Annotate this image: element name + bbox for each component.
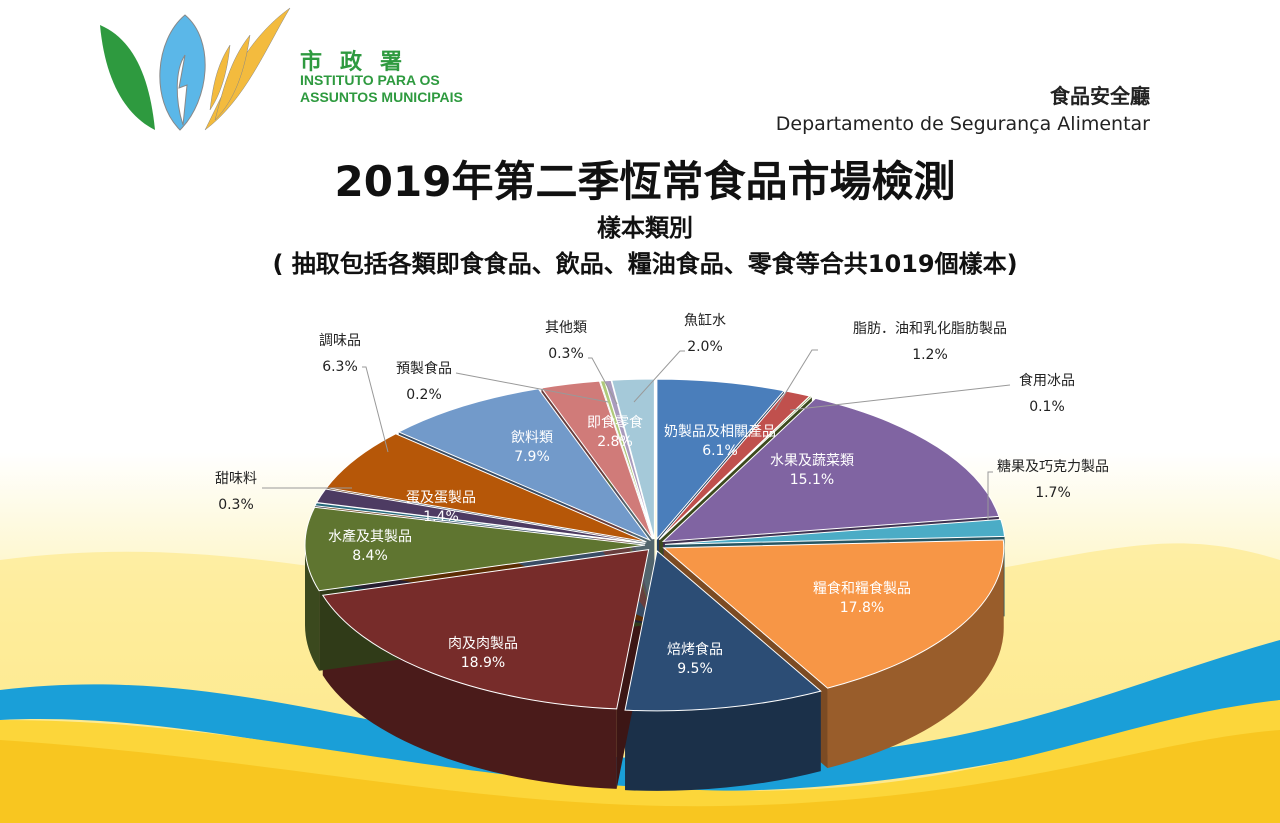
slice-value: 6.1% xyxy=(702,443,738,459)
data-label-14: 預製食品 0.2% xyxy=(396,356,452,408)
slice-label: 焙烤食品 xyxy=(667,642,723,658)
slice-value: 0.1% xyxy=(1029,399,1065,415)
slice-label: 飲料類 xyxy=(511,430,553,446)
chart-title: 2019年第二季恆常食品市場檢測 xyxy=(334,157,956,206)
slice-label: 甜味料 xyxy=(215,471,257,487)
pie-tops xyxy=(304,378,1006,712)
department-name: 食品安全廳 Departamento de Segurança Alimenta… xyxy=(776,80,1150,135)
data-label-4: 糖果及巧克力製品 1.7% xyxy=(997,454,1109,506)
slice-label: 魚缸水 xyxy=(684,313,726,329)
data-label-8: 水產及其製品 8.4% xyxy=(328,528,412,566)
slice-value: 1.2% xyxy=(912,347,948,363)
slice-label: 肉及肉製品 xyxy=(448,636,518,652)
leader-lines xyxy=(262,349,1011,520)
slice-label: 調味品 xyxy=(319,333,361,349)
slice-label: 其他類 xyxy=(545,320,587,336)
slice-value: 0.3% xyxy=(548,346,584,362)
department-pt: Departamento de Segurança Alimentar xyxy=(775,113,1150,135)
slice-value: 17.8% xyxy=(839,600,885,616)
slice-3 xyxy=(661,397,1000,543)
leader-line-2 xyxy=(789,384,1011,411)
leader-line-11 xyxy=(362,366,389,453)
slice-value: 9.5% xyxy=(677,661,713,677)
slice-2 xyxy=(659,395,813,540)
logo-pt-line1: INSTITUTO PARA OS xyxy=(300,72,440,88)
data-label-11: 調味品 6.3% xyxy=(319,328,361,380)
slice-label: 水果及蔬菜類 xyxy=(770,453,854,469)
slice-6 xyxy=(624,549,822,712)
slice-5 xyxy=(662,539,1005,689)
data-label-15: 其他類 0.3% xyxy=(545,315,587,367)
slice-10 xyxy=(315,488,646,544)
slice-label: 蛋及蛋製品 xyxy=(406,490,476,506)
slice-label: 預製食品 xyxy=(396,361,452,377)
slice-8 xyxy=(304,506,646,592)
logo-chinese-name: 市政署 xyxy=(300,50,421,75)
department-cn: 食品安全廳 xyxy=(1050,84,1150,108)
slice-label: 糧食和糧食製品 xyxy=(813,581,911,597)
data-label-1: 脂肪．油和乳化脂肪製品 1.2% xyxy=(853,316,1007,368)
slice-value: 8.4% xyxy=(352,548,388,564)
slice-side-5 xyxy=(827,547,1004,769)
chart-note: ( 抽取包括各類即食食品、飲品、糧油食品、零食等合共1019個樣本) xyxy=(272,250,1018,278)
slice-0 xyxy=(656,378,785,541)
slice-side-6 xyxy=(625,691,821,791)
slice-label: 水產及其製品 xyxy=(328,529,412,545)
chart-subtitle: 樣本類別 xyxy=(597,214,693,242)
slice-label: 食用冰品 xyxy=(1019,373,1075,389)
slice-7 xyxy=(321,549,650,710)
data-label-10: 蛋及蛋製品 1.4% xyxy=(406,489,476,527)
slice-side-8 xyxy=(305,545,320,671)
data-label-5: 糧食和糧食製品 17.8% xyxy=(813,580,911,618)
data-label-0: 奶製品及相關產品 6.1% xyxy=(664,423,776,461)
leader-line-4 xyxy=(987,471,993,520)
data-label-13: 即食零食 2.8% xyxy=(587,414,643,452)
logo-portuguese-name: INSTITUTO PARA OS ASSUNTOS MUNICIPAIS xyxy=(300,72,463,106)
logo-emblem xyxy=(100,7,291,131)
data-label-16: 魚缸水 2.0% xyxy=(684,308,726,360)
slice-12 xyxy=(397,388,652,542)
slice-label: 即食零食 xyxy=(587,415,643,431)
leader-line-15 xyxy=(588,357,618,405)
slice-value: 0.2% xyxy=(406,387,442,403)
slice-label: 奶製品及相關產品 xyxy=(664,424,776,440)
slice-side-7 xyxy=(322,595,617,789)
data-label-7: 肉及肉製品 18.9% xyxy=(448,635,518,673)
slice-value: 1.7% xyxy=(1035,485,1071,501)
leader-line-1 xyxy=(774,349,818,411)
slice-11 xyxy=(325,433,647,543)
slice-value: 2.0% xyxy=(687,339,723,355)
data-label-12: 飲料類 7.9% xyxy=(511,429,553,467)
slice-value: 18.9% xyxy=(460,655,506,671)
slice-13 xyxy=(540,380,654,540)
slice-value: 0.3% xyxy=(218,497,254,513)
data-label-2: 食用冰品 0.1% xyxy=(1019,368,1075,420)
slice-value: 2.8% xyxy=(597,434,633,450)
slice-value: 15.1% xyxy=(789,472,835,488)
data-label-3: 水果及蔬菜類 15.1% xyxy=(770,452,854,490)
slice-label: 糖果及巧克力製品 xyxy=(997,459,1109,475)
leader-line-14 xyxy=(455,372,609,403)
slice-value: 6.3% xyxy=(322,359,358,375)
logo-pt-line2: ASSUNTOS MUNICIPAIS xyxy=(300,89,463,105)
data-label-9: 甜味料 0.3% xyxy=(215,466,257,518)
slice-label: 脂肪．油和乳化脂肪製品 xyxy=(853,321,1007,337)
slice-value: 1.4% xyxy=(423,509,459,525)
leader-line-16 xyxy=(633,350,685,403)
slice-value: 7.9% xyxy=(514,449,550,465)
slice-4 xyxy=(664,518,1006,545)
data-label-6: 焙烤食品 9.5% xyxy=(667,641,723,679)
